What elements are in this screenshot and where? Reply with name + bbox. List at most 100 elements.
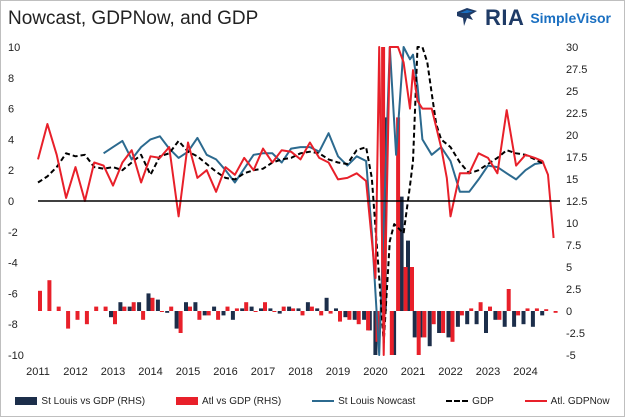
right-axis-tick-label: 0 bbox=[566, 306, 572, 318]
atl-vs-gdp-bar bbox=[553, 311, 558, 313]
x-axis-tick-label: 2018 bbox=[288, 366, 312, 378]
atl-vs-gdp-bar bbox=[431, 311, 436, 325]
atl-vs-gdp-bar bbox=[291, 308, 296, 311]
atl-vs-gdp-bar bbox=[225, 306, 230, 311]
x-axis-tick-label: 2017 bbox=[251, 366, 275, 378]
atl-vs-gdp-bar bbox=[38, 290, 42, 311]
atl-vs-gdp-bar bbox=[197, 311, 202, 320]
atl-vs-gdp-bar bbox=[534, 308, 539, 311]
right-axis-tick-label: -5 bbox=[566, 350, 576, 362]
stlouis-vs-gdp-bar bbox=[146, 293, 151, 311]
legend: St Louis vs GDP (RHS) Atl vs GDP (RHS) S… bbox=[0, 392, 625, 410]
atl-vs-gdp-bar bbox=[272, 311, 277, 312]
stlouis-vs-gdp-bar bbox=[362, 311, 367, 320]
legend-swatch bbox=[524, 400, 547, 402]
atl-vs-gdp-bar bbox=[75, 311, 80, 320]
stlouis-vs-gdp-bar bbox=[268, 308, 273, 311]
legend-item-gdp: GDP bbox=[446, 396, 494, 407]
atl-vs-gdp-bar bbox=[113, 311, 117, 325]
x-axis-tick-label: 2011 bbox=[26, 366, 50, 378]
left-axis-tick-label: -2 bbox=[8, 227, 18, 239]
right-axis-tick-label: 25 bbox=[566, 86, 578, 98]
atl-vs-gdp-bar bbox=[131, 302, 136, 311]
right-axis-tick-label: 5 bbox=[566, 262, 572, 274]
gdp-line bbox=[37, 46, 545, 344]
legend-label: St Louis vs GDP (RHS) bbox=[41, 395, 146, 407]
right-axis-tick-label: 2.5 bbox=[566, 284, 581, 296]
stlouis-vs-gdp-bar bbox=[184, 302, 188, 311]
stlouis-vs-gdp-bar bbox=[455, 311, 460, 327]
stlouis-vs-gdp-bar bbox=[521, 311, 526, 325]
legend-item-stlouis-bars: St Louis vs GDP (RHS) bbox=[15, 396, 145, 407]
atl-vs-gdp-bar bbox=[366, 311, 371, 331]
stlouis-vs-gdp-bar bbox=[193, 302, 198, 311]
atl-vs-gdp-bar bbox=[150, 297, 155, 311]
atl-vs-gdp-bar bbox=[309, 306, 314, 311]
stlouis-vs-gdp-bar bbox=[137, 302, 142, 311]
line-layer bbox=[37, 46, 555, 356]
stlouis-vs-gdp-bar bbox=[221, 311, 226, 316]
x-axis-tick-label: 2024 bbox=[513, 366, 537, 378]
stlouis-vs-gdp-bar bbox=[240, 308, 245, 311]
stlouis-vs-gdp-bar bbox=[465, 311, 470, 325]
stlouis-vs-gdp-bar bbox=[109, 311, 113, 318]
atl-vs-gdp-bar bbox=[319, 311, 324, 316]
eagle-logo-icon bbox=[456, 8, 477, 26]
atl-vs-gdp-bar bbox=[441, 311, 446, 333]
stlouis-vs-gdp-bar bbox=[484, 311, 488, 333]
right-axis-tick-label: 27.5 bbox=[566, 64, 587, 76]
atl-vs-gdp-bar bbox=[253, 311, 258, 312]
legend-label: GDP bbox=[472, 395, 494, 407]
atl-vs-gdp-bar bbox=[216, 311, 221, 320]
x-axis-tick-label: 2020 bbox=[363, 366, 387, 378]
right-axis-tick-label: 22.5 bbox=[566, 108, 587, 120]
right-axis-tick-label: 15 bbox=[566, 174, 578, 186]
stlouis-vs-gdp-bar bbox=[118, 302, 123, 311]
atl-vs-gdp-bar bbox=[56, 306, 61, 311]
right-axis-tick-label: -2.5 bbox=[566, 328, 585, 340]
ria-simplevisor-logo: RIA SimpleVisor bbox=[455, 4, 611, 32]
legend-item-atl-bars: Atl vs GDP (RHS) bbox=[175, 395, 282, 407]
stlouis-vs-gdp-bar bbox=[212, 306, 217, 311]
atl-vs-gdp-bar bbox=[422, 311, 427, 338]
stlouis-vs-gdp-bar bbox=[324, 297, 329, 311]
x-axis-tick-label: 2023 bbox=[476, 366, 500, 378]
atl-vs-gdp-bar bbox=[103, 306, 108, 311]
stlouis-vs-gdp-bar bbox=[259, 308, 263, 311]
stlouis-vs-gdp-bar bbox=[373, 311, 378, 355]
logo-product: SimpleVisor bbox=[530, 10, 611, 26]
logo-brand: RIA bbox=[484, 5, 525, 30]
legend-label: St Louis Nowcast bbox=[338, 395, 416, 407]
legend-label: Atl vs GDP (RHS) bbox=[201, 395, 282, 407]
atl-vs-gdp-bar bbox=[300, 311, 305, 316]
stlouis-vs-gdp-bar bbox=[493, 311, 498, 320]
atl-vs-gdp-bar bbox=[178, 311, 183, 333]
stlouis-vs-gdp-bar bbox=[296, 308, 301, 311]
stlouis-vs-gdp-bar bbox=[502, 311, 507, 327]
atl-vs-gdp-bar bbox=[188, 306, 192, 311]
atl-vs-gdp-bar bbox=[141, 311, 146, 320]
left-axis-tick-label: -10 bbox=[8, 350, 24, 362]
atl-vs-gdp-bar bbox=[396, 117, 401, 312]
left-axis-tick-label: 6 bbox=[8, 104, 14, 116]
atl-vs-gdp-bar bbox=[328, 311, 333, 314]
atl-vs-gdp-bar bbox=[478, 302, 483, 311]
atl-vs-gdp-bar bbox=[381, 47, 386, 311]
right-axis-tick-label: 10 bbox=[566, 218, 578, 230]
stlouis-vs-gdp-bar bbox=[230, 311, 235, 320]
right-axis-tick-label: 12.5 bbox=[566, 196, 587, 208]
stlouis-vs-gdp-bar bbox=[399, 196, 404, 311]
stlouis-vs-gdp-bar bbox=[512, 311, 517, 327]
atl-vs-gdp-bar bbox=[459, 311, 464, 316]
legend-item-stlouis-line: St Louis Nowcast bbox=[312, 396, 415, 407]
atl-vs-gdp-bar bbox=[403, 267, 408, 311]
stlouis-vs-gdp-bar bbox=[334, 308, 338, 311]
x-axis-tick-label: 2015 bbox=[176, 366, 200, 378]
atl-vs-gdp-bar bbox=[159, 311, 164, 312]
atl-vs-gdp-bar bbox=[244, 302, 249, 311]
x-axis-tick-label: 2012 bbox=[63, 366, 87, 378]
chart-title: Nowcast, GDPNow, and GDP bbox=[8, 8, 259, 29]
left-axis-tick-label: 2 bbox=[8, 165, 14, 177]
atl-vs-gdp-bar bbox=[47, 280, 52, 311]
